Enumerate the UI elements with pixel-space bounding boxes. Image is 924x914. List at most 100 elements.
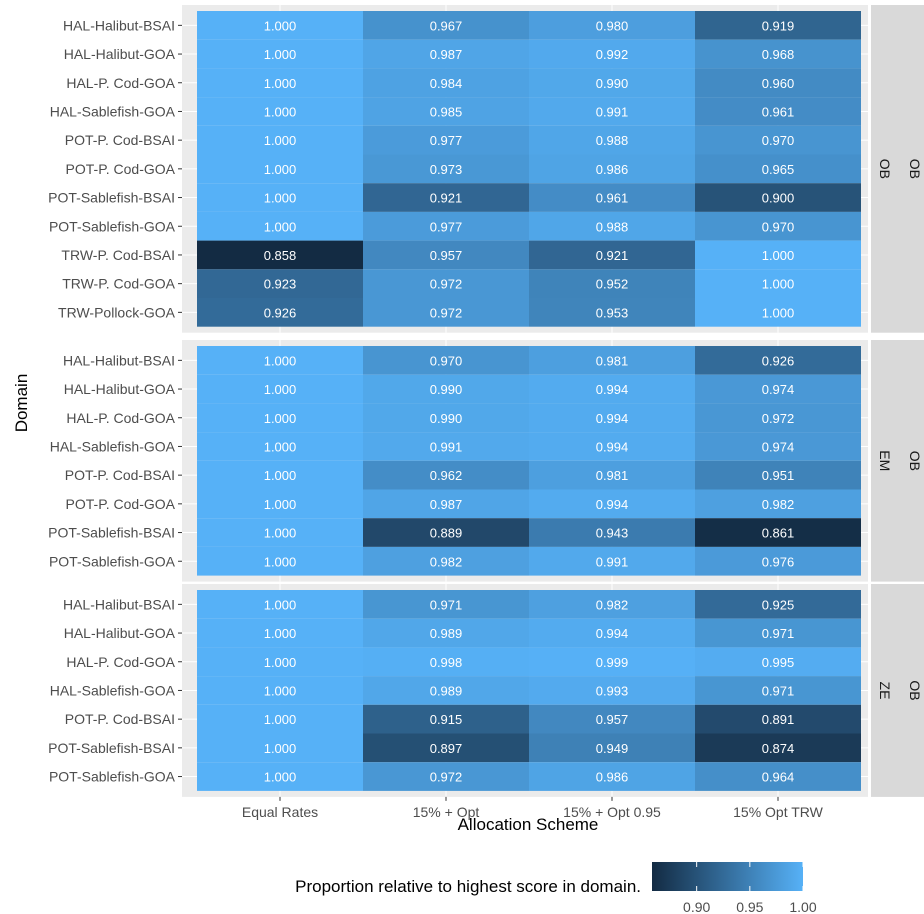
cell-value-label: 0.991 <box>596 104 629 119</box>
cell-value-label: 0.993 <box>596 683 629 698</box>
cell-value-label: 0.990 <box>596 76 629 91</box>
heatmap-cell <box>529 269 695 298</box>
heatmap-cell <box>197 39 363 69</box>
heatmap-cell <box>197 618 363 648</box>
heatmap-cell <box>363 211 529 241</box>
heatmap-cell <box>197 733 363 763</box>
heatmap-cell <box>197 346 363 375</box>
heatmap-cell <box>197 432 363 461</box>
heatmap-cell <box>197 590 363 619</box>
y-tick-label: POT-P. Cod-GOA <box>66 161 176 177</box>
cell-value-label: 1.000 <box>264 382 297 397</box>
heatmap-cell <box>363 11 529 40</box>
heatmap-cell <box>695 125 861 155</box>
heatmap-cell <box>363 403 529 433</box>
y-tick-label: POT-P. Cod-BSAI <box>65 467 175 483</box>
heatmap-cell <box>529 460 695 490</box>
facet-panel: 1.000 0.971 0.982 0.925 HAL-Halibut-BSAI 1.00… <box>48 584 924 797</box>
cell-value-label: 0.984 <box>430 76 463 91</box>
heatmap-cell <box>529 374 695 404</box>
cell-value-label: 0.986 <box>596 770 629 785</box>
cell-value-label: 0.964 <box>762 770 795 785</box>
heatmap-cell <box>529 125 695 155</box>
heatmap-cell <box>197 183 363 212</box>
cell-value-label: 0.897 <box>430 741 463 756</box>
facet-panel: 1.000 0.970 0.981 0.926 HAL-Halibut-BSAI 1.00… <box>48 340 924 582</box>
legend-title: Proportion relative to highest score in … <box>295 877 641 896</box>
legend-colorbar <box>652 862 803 891</box>
x-tick-label: 15% Opt TRW <box>733 804 824 820</box>
heatmap-cell <box>695 460 861 490</box>
cell-value-label: 0.981 <box>596 468 629 483</box>
heatmap-cell <box>695 374 861 404</box>
x-tick-label: 15% + Opt <box>413 804 480 820</box>
cell-value-label: 0.972 <box>430 305 463 320</box>
heatmap-cell <box>197 125 363 155</box>
cell-value-label: 0.994 <box>596 411 629 426</box>
cell-value-label: 0.957 <box>430 248 463 263</box>
heatmap-cell <box>363 374 529 404</box>
heatmap-cell <box>695 676 861 705</box>
heatmap-cell <box>695 97 861 126</box>
cell-value-label: 0.989 <box>430 626 463 641</box>
cell-value-label: 0.971 <box>430 597 463 612</box>
y-tick-label: HAL-Halibut-BSAI <box>63 17 175 33</box>
cell-value-label: 1.000 <box>264 655 297 670</box>
facet-strip-label-inner: ZE <box>877 682 893 700</box>
cell-value-label: 0.961 <box>596 191 629 206</box>
cell-value-label: 0.987 <box>430 497 463 512</box>
y-tick-label: POT-Sablefish-GOA <box>49 769 176 785</box>
heatmap-cell <box>363 269 529 298</box>
y-tick-label: POT-P. Cod-BSAI <box>65 711 175 727</box>
cell-value-label: 1.000 <box>264 104 297 119</box>
cell-value-label: 1.000 <box>264 18 297 33</box>
cell-value-label: 0.900 <box>762 191 795 206</box>
heatmap-cell <box>363 618 529 648</box>
heatmap-cell <box>363 432 529 461</box>
heatmap-cell <box>695 240 861 270</box>
cell-value-label: 1.000 <box>264 162 297 177</box>
cell-value-label: 0.919 <box>762 18 795 33</box>
heatmap-cell <box>197 489 363 519</box>
y-tick-label: HAL-Sablefish-GOA <box>50 438 176 454</box>
cell-value-label: 0.861 <box>762 526 795 541</box>
cell-value-label: 0.991 <box>596 554 629 569</box>
panels-layer: 1.000 0.967 0.980 0.919HAL-Halibut-BSAI1.00… <box>48 5 924 797</box>
cell-value-label: 0.925 <box>762 597 795 612</box>
cell-value-label: 1.000 <box>264 526 297 541</box>
heatmap-cell <box>529 39 695 69</box>
heatmap-cell <box>363 460 529 490</box>
facet-strip-label-inner: OB <box>877 159 893 179</box>
cell-value-label: 1.000 <box>264 597 297 612</box>
heatmap-cell <box>197 546 363 576</box>
heatmap-cell <box>363 590 529 619</box>
cell-value-label: 0.994 <box>596 439 629 454</box>
heatmap-cell <box>197 240 363 270</box>
cell-value-label: 1.000 <box>264 411 297 426</box>
legend: Proportion relative to highest score in … <box>295 862 817 914</box>
cell-value-label: 0.987 <box>430 47 463 62</box>
cell-value-label: 1.000 <box>264 468 297 483</box>
heatmap-cell <box>197 154 363 184</box>
cell-value-label: 0.995 <box>762 655 795 670</box>
heatmap-cell <box>197 403 363 433</box>
cell-value-label: 0.971 <box>762 626 795 641</box>
y-tick-label: POT-Sablefish-BSAI <box>48 740 175 756</box>
cell-value-label: 0.991 <box>430 439 463 454</box>
y-tick-label: HAL-P. Cod-GOA <box>66 75 175 91</box>
cell-value-label: 0.968 <box>762 47 795 62</box>
heatmap-cell <box>529 762 695 791</box>
heatmap-cell <box>363 39 529 69</box>
heatmap-cell <box>695 518 861 547</box>
cell-value-label: 0.972 <box>430 770 463 785</box>
cell-value-label: 1.000 <box>264 191 297 206</box>
heatmap-cell <box>363 676 529 705</box>
heatmap-cell <box>529 676 695 705</box>
heatmap-cell <box>529 68 695 98</box>
cell-value-label: 0.874 <box>762 741 795 756</box>
heatmap-cell <box>197 298 363 327</box>
legend-ticks: 0.90 0.95 1.00 <box>683 862 817 914</box>
cell-value-label: 0.957 <box>596 712 629 727</box>
heatmap-cell <box>529 346 695 375</box>
